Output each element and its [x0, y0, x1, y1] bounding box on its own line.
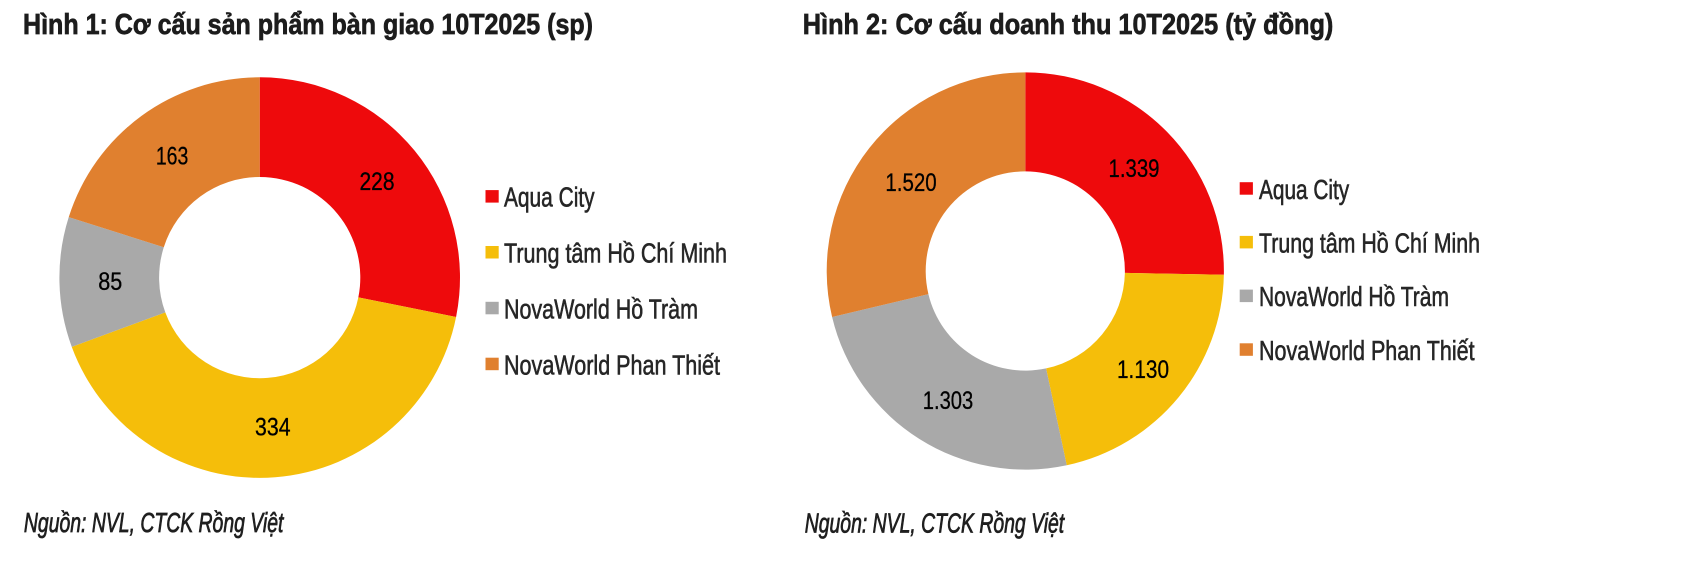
svg-text:228: 228	[360, 168, 395, 196]
svg-text:NovaWorld Phan Thiết: NovaWorld Phan Thiết	[504, 349, 720, 380]
svg-text:Hình 2: Cơ cấu doanh thu 10T20: Hình 2: Cơ cấu doanh thu 10T2025 (tỷ đồn…	[803, 9, 1334, 41]
svg-text:1.520: 1.520	[885, 169, 936, 197]
svg-text:334: 334	[255, 414, 291, 442]
svg-text:1.339: 1.339	[1109, 155, 1160, 183]
svg-text:Hình 1: Cơ cấu sản phẩm bàn gi: Hình 1: Cơ cấu sản phẩm bàn giao 10T2025…	[23, 9, 593, 41]
svg-text:NovaWorld Hồ Tràm: NovaWorld Hồ Tràm	[504, 293, 698, 324]
svg-text:Nguồn: NVL, CTCK Rồng Việt: Nguồn: NVL, CTCK Rồng Việt	[24, 507, 284, 538]
svg-text:Trung tâm Hồ Chí Minh: Trung tâm Hồ Chí Minh	[1259, 228, 1480, 259]
svg-text:Aqua City: Aqua City	[1259, 174, 1349, 205]
svg-text:Nguồn: NVL, CTCK Rồng Việt: Nguồn: NVL, CTCK Rồng Việt	[805, 508, 1065, 539]
svg-text:Aqua City: Aqua City	[504, 182, 595, 213]
svg-text:1.303: 1.303	[923, 387, 974, 415]
svg-text:163: 163	[156, 142, 189, 170]
svg-text:85: 85	[98, 268, 122, 296]
svg-text:Trung tâm Hồ Chí Minh: Trung tâm Hồ Chí Minh	[504, 238, 727, 269]
svg-text:1.130: 1.130	[1117, 356, 1169, 384]
svg-text:NovaWorld Hồ Tràm: NovaWorld Hồ Tràm	[1259, 281, 1449, 312]
svg-text:NovaWorld Phan Thiết: NovaWorld Phan Thiết	[1259, 335, 1475, 366]
